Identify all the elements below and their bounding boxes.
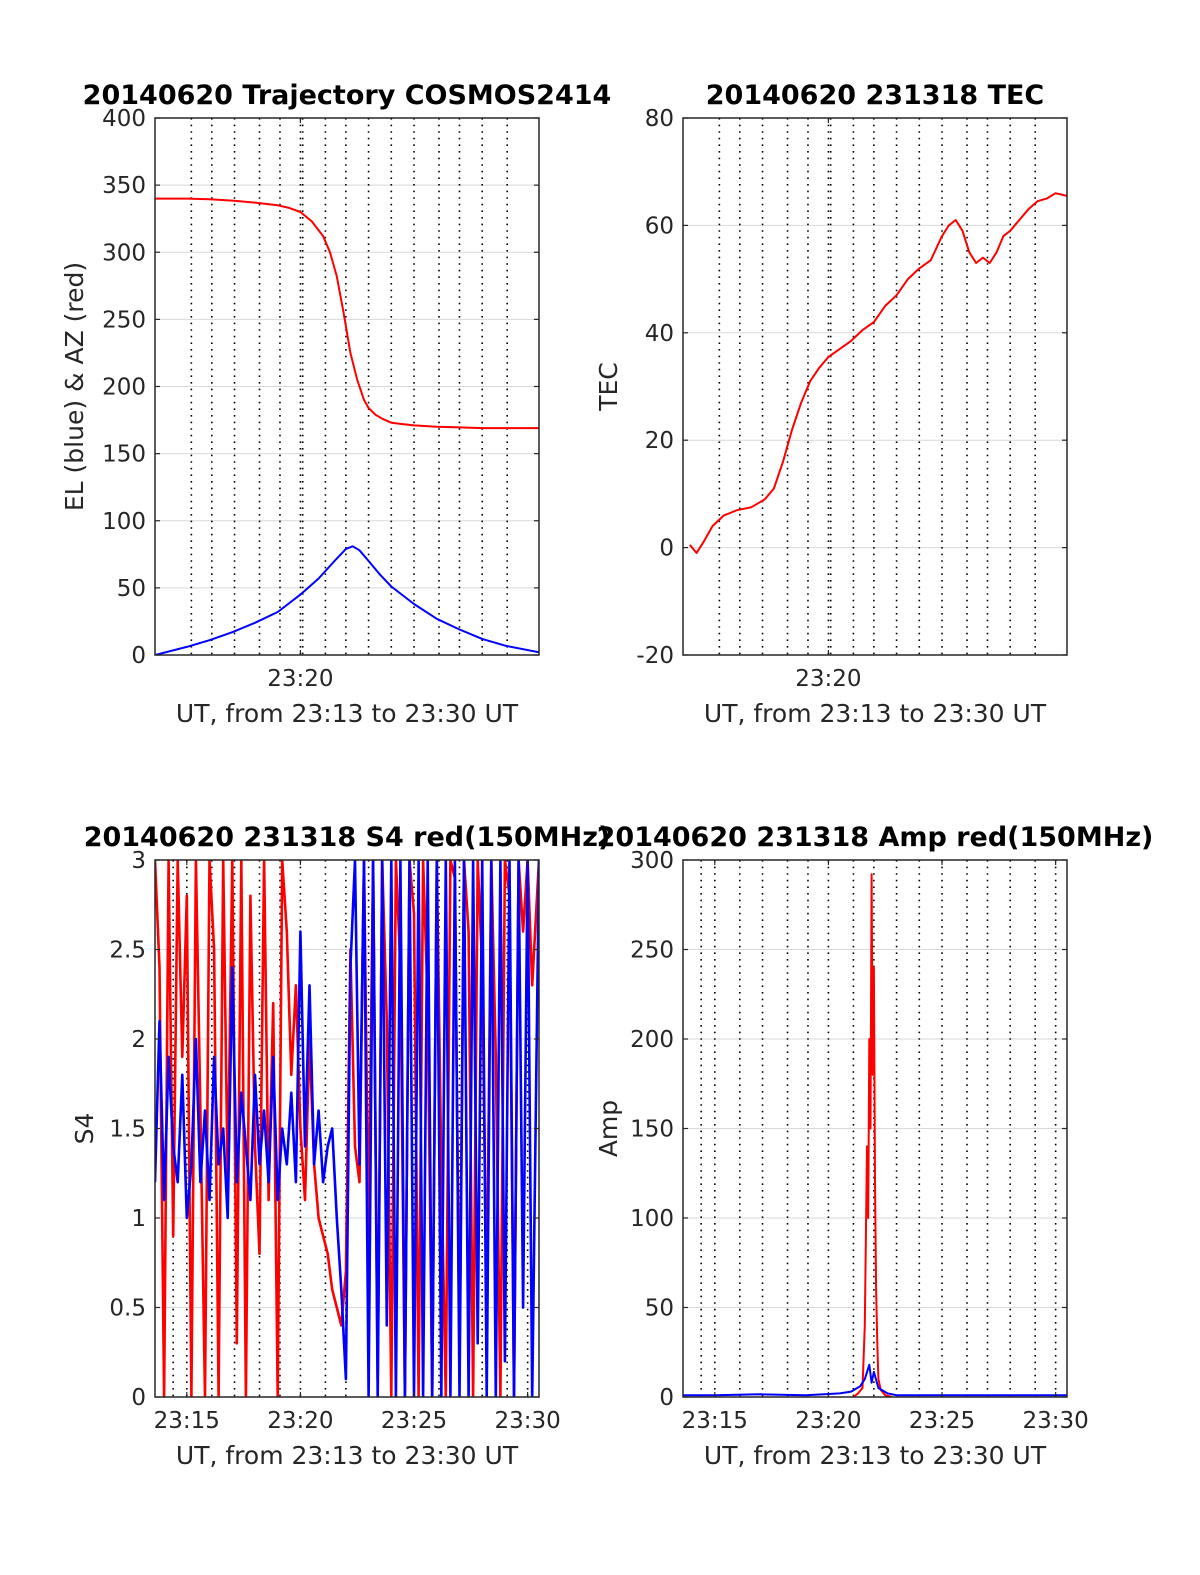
y-tick-label: 80 (645, 106, 674, 132)
y-axis-label: TEC (594, 362, 623, 412)
y-tick-label: -20 (636, 643, 674, 669)
x-tick-label: 23:20 (795, 1408, 861, 1434)
chart-title: 20140620 Trajectory COSMOS2414 (83, 80, 612, 111)
x-tick-label: 23:20 (267, 666, 333, 692)
y-tick-label: 200 (630, 1027, 674, 1053)
x-axis-label: UT, from 23:13 to 23:30 UT (704, 1441, 1047, 1470)
y-tick-label: 300 (102, 240, 146, 266)
y-axis-label: S4 (70, 1113, 99, 1145)
y-tick-label: 3 (131, 848, 146, 874)
series-blue (683, 1363, 1067, 1397)
x-tick-label: 23:20 (267, 1408, 333, 1434)
y-tick-label: 20 (645, 428, 674, 454)
axes-box (682, 117, 1068, 656)
chart-s4: 0 0.5 1 1.5 2 2.5 3 23:15 23:20 23:25 23:30 2014062… (70, 822, 610, 1470)
chart-tec: -20 0 20 40 60 80 23:20 20140620 231318 TEC UT, … (594, 80, 1068, 728)
y-tick-label: 2.5 (109, 938, 146, 964)
x-tick-label: 23:25 (909, 1408, 975, 1434)
y-tick-label: 400 (102, 106, 146, 132)
y-tick-label: 0 (659, 1385, 674, 1411)
y-tick-label: 1 (131, 1206, 146, 1232)
y-tick-label: 150 (102, 442, 146, 468)
y-tick-label: 150 (630, 1117, 674, 1143)
x-tick-label: 23:30 (494, 1408, 560, 1434)
x-axis-label: UT, from 23:13 to 23:30 UT (176, 699, 519, 728)
y-tick-label: 100 (102, 509, 146, 535)
chart-title: 20140620 231318 Amp red(150MHz) (597, 822, 1154, 853)
chart-title: 20140620 231318 TEC (706, 80, 1045, 111)
y-tick-label: 0 (131, 1385, 146, 1411)
series-blue (155, 860, 539, 1397)
chart-amp: 0 50 100 150 200 250 300 23:15 23:20 23:25 23:30 20… (594, 822, 1153, 1470)
series-az (155, 197, 539, 430)
chart-trajectory: 0 50 100 150 200 250 300 350 400 23:20 20140620 Tr… (60, 80, 611, 728)
y-tick-label: 50 (117, 576, 146, 602)
y-tick-label: 0 (131, 643, 146, 669)
x-tick-label: 23:30 (1022, 1408, 1088, 1434)
x-axis-label: UT, from 23:13 to 23:30 UT (704, 699, 1047, 728)
chart-title: 20140620 231318 S4 red(150MHz) (84, 822, 611, 853)
series-red (852, 873, 893, 1397)
y-tick-label: 100 (630, 1206, 674, 1232)
y-axis-label: Amp (594, 1100, 623, 1157)
y-tick-label: 2 (131, 1027, 146, 1053)
series-el (155, 545, 539, 655)
y-tick-label: 1.5 (109, 1117, 146, 1143)
y-tick-label: 300 (630, 848, 674, 874)
x-tick-label: 23:20 (795, 666, 861, 692)
y-tick-label: 250 (630, 938, 674, 964)
y-tick-label: 0 (659, 536, 674, 562)
y-axis-label: EL (blue) & AZ (red) (60, 262, 89, 511)
y-tick-label: 0.5 (109, 1296, 146, 1322)
y-tick-label: 40 (645, 321, 674, 347)
x-tick-label: 23:15 (154, 1408, 220, 1434)
y-tick-label: 50 (645, 1296, 674, 1322)
x-axis-label: UT, from 23:13 to 23:30 UT (176, 1441, 519, 1470)
y-tick-label: 200 (102, 375, 146, 401)
y-tick-label: 60 (645, 213, 674, 239)
y-tick-label: 250 (102, 307, 146, 333)
y-tick-label: 350 (102, 173, 146, 199)
series-tec (689, 192, 1067, 554)
x-tick-label: 23:25 (381, 1408, 447, 1434)
x-tick-label: 23:15 (682, 1408, 748, 1434)
